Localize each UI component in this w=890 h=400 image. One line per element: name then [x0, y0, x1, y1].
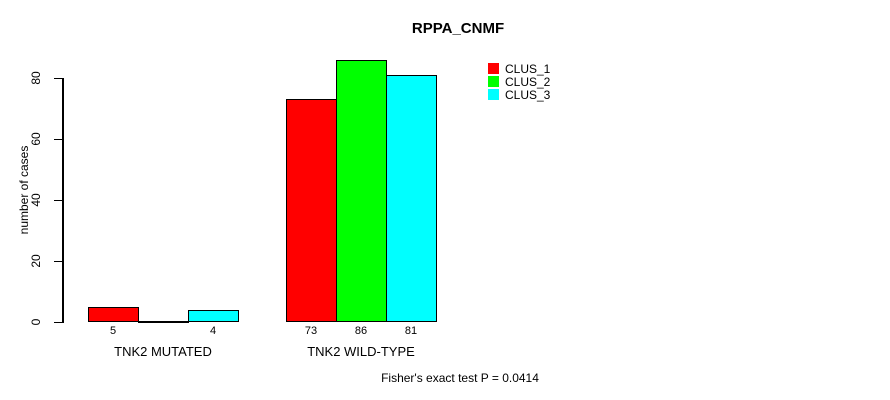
- y-tick-label-20: 20: [29, 254, 43, 268]
- bar-clus_1-group0: [88, 307, 139, 322]
- legend-swatch-clus_1: [488, 63, 499, 74]
- bar-value-label-clus_2-group1: 86: [354, 325, 368, 337]
- bar-clus_2-group1: [336, 60, 387, 322]
- legend-label-clus_1: CLUS_1: [505, 62, 551, 76]
- y-tick-label-80: 80: [29, 71, 43, 85]
- y-tick-label-60: 60: [29, 132, 43, 146]
- legend-swatch-clus_3: [488, 89, 499, 100]
- x-category-label-mutated: TNK2 MUTATED: [114, 344, 212, 359]
- bar-clus_3-group1: [386, 75, 437, 322]
- y-tick-mark-0: [54, 321, 62, 323]
- bar-value-label-clus_3-group1: 81: [404, 325, 418, 337]
- legend-label-clus_3: CLUS_3: [505, 88, 551, 102]
- y-tick-mark-40: [54, 199, 62, 201]
- legend-swatch-clus_2: [488, 76, 499, 87]
- bar-value-label-clus_1-group0: 5: [109, 325, 117, 337]
- bar-clus_1-group1: [286, 99, 337, 322]
- x-category-label-wild-type: TNK2 WILD-TYPE: [307, 344, 415, 359]
- y-tick-mark-60: [54, 138, 62, 140]
- y-tick-label-40: 40: [29, 193, 43, 207]
- fisher-test-footnote: Fisher's exact test P = 0.0414: [381, 371, 539, 385]
- y-axis-label: number of cases: [17, 145, 31, 235]
- y-tick-mark-20: [54, 260, 62, 262]
- y-tick-mark-80: [54, 77, 62, 79]
- y-tick-label-0: 0: [29, 318, 43, 326]
- y-axis-line: [62, 78, 64, 323]
- chart-title: RPPA_CNMF: [411, 20, 505, 37]
- bar-value-label-clus_1-group1: 73: [304, 325, 318, 337]
- bar-value-label-clus_3-group0: 4: [209, 325, 217, 337]
- legend-label-clus_2: CLUS_2: [505, 75, 551, 89]
- bar-clus_3-group0: [188, 310, 239, 322]
- bar-clus_2-group0: [138, 321, 189, 323]
